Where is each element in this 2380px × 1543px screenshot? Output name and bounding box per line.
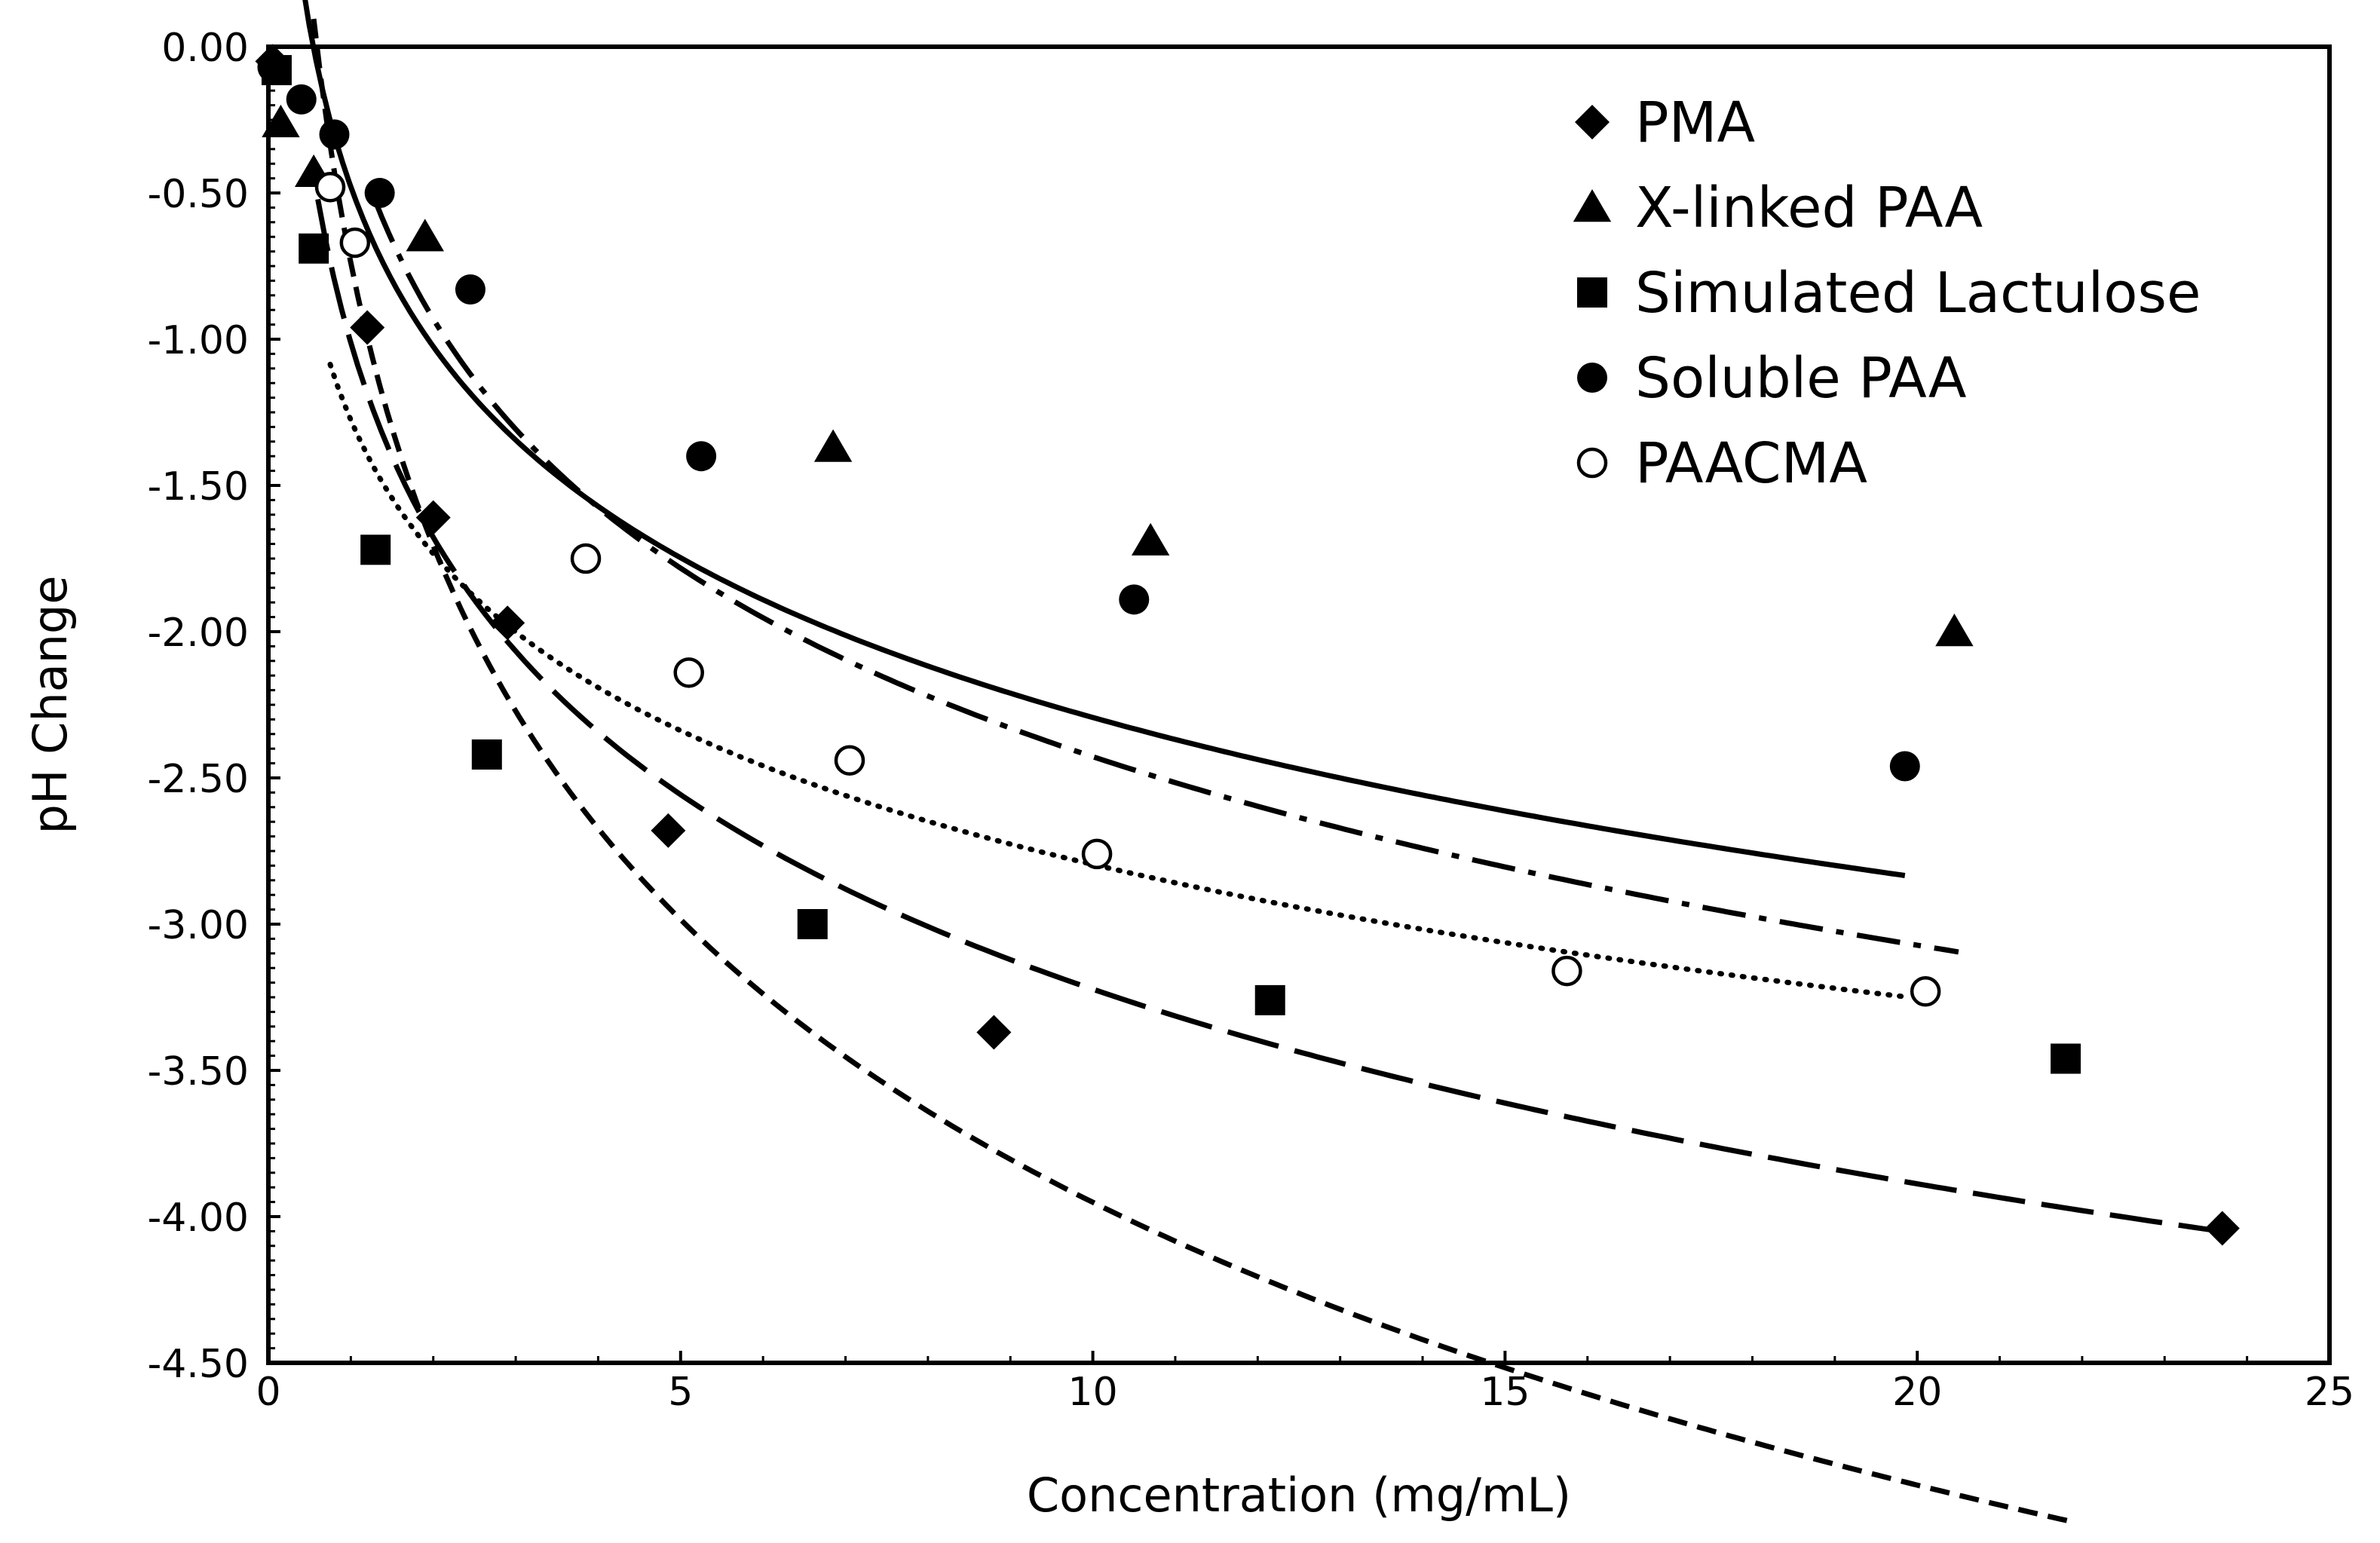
legend-label: Soluble PAA [1635, 346, 1967, 411]
data-point-triangle [262, 104, 300, 138]
x-axis-title: Concentration (mg/mL) [1027, 1468, 1571, 1523]
y-tick-label: -0.50 [147, 172, 249, 217]
legend-marker-circle-filled [1577, 363, 1607, 393]
data-point-diamond [651, 813, 686, 848]
data-point-square [1254, 984, 1285, 1015]
y-tick-label: -1.00 [147, 318, 249, 363]
legend-label: X-linked PAA [1635, 176, 1983, 240]
x-tick-label: 5 [668, 1370, 693, 1415]
data-point-square [299, 233, 329, 264]
y-tick-label: -4.50 [147, 1342, 249, 1387]
data-point-square [360, 534, 391, 565]
x-tick-label: 20 [1892, 1370, 1942, 1415]
y-tick-label: -2.50 [147, 757, 249, 802]
data-point-circle-filled [1119, 584, 1150, 615]
trendline-circle-filled [302, 0, 1906, 878]
x-axis-ticks: 0 5 10 15 20 25 [256, 1351, 2354, 1415]
data-point-triangle [406, 219, 444, 252]
data-point-circle-filled [364, 178, 395, 208]
x-tick-label: 15 [1480, 1370, 1530, 1415]
y-axis-title: pH Change [23, 575, 78, 834]
x-tick-label: 10 [1068, 1370, 1118, 1415]
x-tick-label: 25 [2305, 1370, 2354, 1415]
data-point-diamond [490, 605, 525, 641]
y-tick-label: -3.00 [147, 903, 249, 948]
trendline-square [311, 18, 2075, 1525]
data-point-diamond [350, 310, 385, 345]
data-markers [255, 44, 2240, 1246]
data-point-square [471, 739, 502, 770]
legend: PMA X-linked PAA Simulated Lactulose Solubl… [1573, 90, 2201, 496]
data-point-circle-filled [257, 52, 288, 83]
y-tick-label: -3.50 [147, 1049, 249, 1094]
data-point-circle-filled [1889, 751, 1920, 782]
legend-label: PMA [1635, 90, 1755, 155]
data-point-circle-open [570, 543, 602, 574]
data-point-diamond [415, 500, 451, 535]
y-tick-label: -2.00 [147, 611, 249, 656]
fit-lines [302, 0, 2223, 1525]
legend-marker-circle-open [1576, 447, 1608, 479]
x-tick-label: 0 [256, 1370, 280, 1415]
data-point-circle-open [1910, 975, 1941, 1007]
data-point-triangle [1935, 614, 1974, 647]
y-tick-label: -1.50 [147, 464, 249, 510]
legend-label: Simulated Lactulose [1635, 261, 2201, 326]
data-point-diamond [976, 1015, 1012, 1050]
legend-label: PAACMA [1635, 431, 1867, 496]
trendline-circle-open [327, 361, 1912, 1000]
data-point-triangle [1131, 522, 1170, 556]
legend-marker-triangle [1573, 189, 1612, 222]
data-point-circle-filled [319, 119, 350, 150]
data-point-circle-open [834, 745, 865, 776]
y-axis-ticks: 0.00 -0.50 -1.00 -1.50 -2.00 -2.50 -3.00 -3.50 -… [147, 26, 280, 1387]
data-point-circle-open [673, 657, 704, 688]
data-point-circle-open [1551, 955, 1582, 987]
data-point-square [2051, 1043, 2081, 1074]
data-point-circle-filled [455, 274, 485, 305]
data-point-circle-filled [686, 441, 717, 472]
data-point-triangle [813, 429, 853, 462]
y-tick-label: -4.00 [147, 1196, 249, 1241]
data-point-circle-open [314, 171, 346, 203]
data-point-square [797, 909, 828, 939]
data-point-circle-filled [286, 84, 317, 115]
data-point-circle-open [339, 227, 371, 259]
trendline-triangle [372, 201, 1959, 955]
trendline-diamond [315, 198, 2223, 1235]
data-point-circle-open [1081, 838, 1113, 870]
y-tick-label: 0.00 [161, 26, 249, 71]
legend-marker-diamond [1575, 105, 1610, 139]
legend-marker-square [1577, 277, 1607, 308]
plot-area-frame [266, 44, 2332, 1365]
data-point-diamond [2204, 1211, 2240, 1246]
